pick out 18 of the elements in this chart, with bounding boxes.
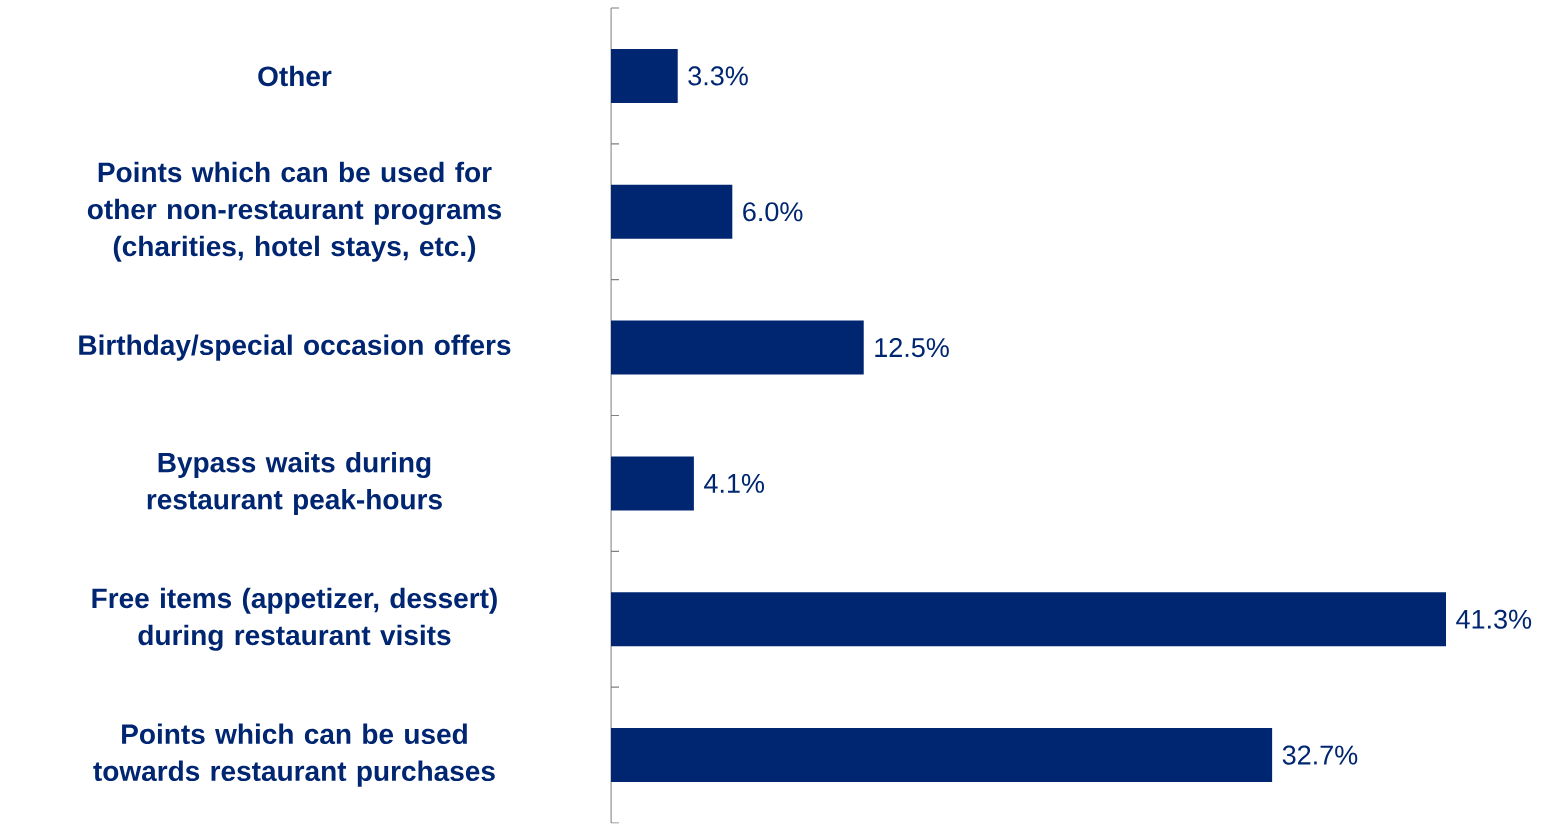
bar [611,49,678,104]
data-label: 12.5% [875,338,949,358]
y-tick-label: Free items (appetizer, dessert) during restaurant visits [92,587,497,652]
y-tick-label: Bypass waits during restaurant peak-hours [147,452,442,516]
data-label: 3.3% [688,66,748,86]
y-tick-label: Birthday/special occasion offers [79,334,511,361]
bar [611,184,733,239]
y-tick-label: Other [258,65,332,87]
y-tick-label: Points which can be used towards restaurant purchases [93,723,495,787]
bar [611,456,694,511]
bar [611,320,864,375]
bar [611,728,1273,783]
bar [611,592,1446,647]
data-label: 32.7% [1282,745,1358,765]
data-label: 4.1% [704,474,765,494]
data-label: 6.0% [743,202,803,222]
data-label: 41.3% [1456,609,1532,630]
y-tick-label: Points which can be used for other non-restaurant programs (charities, hotel stays, etc.) [87,161,501,262]
